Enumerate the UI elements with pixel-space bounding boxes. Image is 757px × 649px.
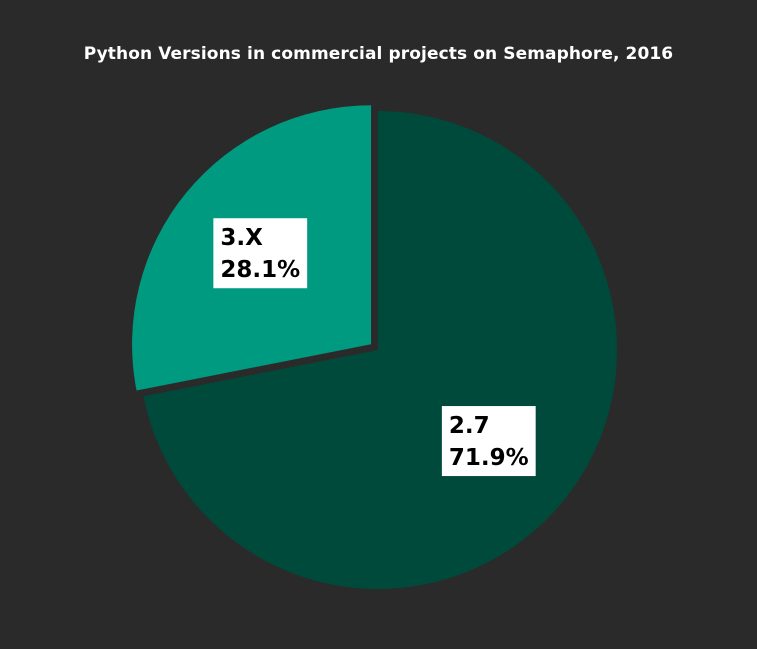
pie-labels: 2.7 71.9% 3.X 28.1%	[213, 218, 536, 477]
slice-label-3-x: 3.X 28.1%	[213, 218, 308, 289]
slice-category-label: 3.X	[220, 225, 263, 251]
slice-label-2-7: 2.7 71.9%	[441, 406, 536, 477]
slice-category-label: 2.7	[449, 413, 490, 439]
pie-slices	[132, 105, 618, 590]
slice-value-label: 28.1%	[220, 257, 300, 283]
slice-label-background	[213, 218, 308, 289]
chart-title: Python Versions in commercial projects o…	[83, 44, 674, 64]
slice-label-background	[441, 406, 536, 477]
slice-value-label: 71.9%	[449, 445, 529, 471]
